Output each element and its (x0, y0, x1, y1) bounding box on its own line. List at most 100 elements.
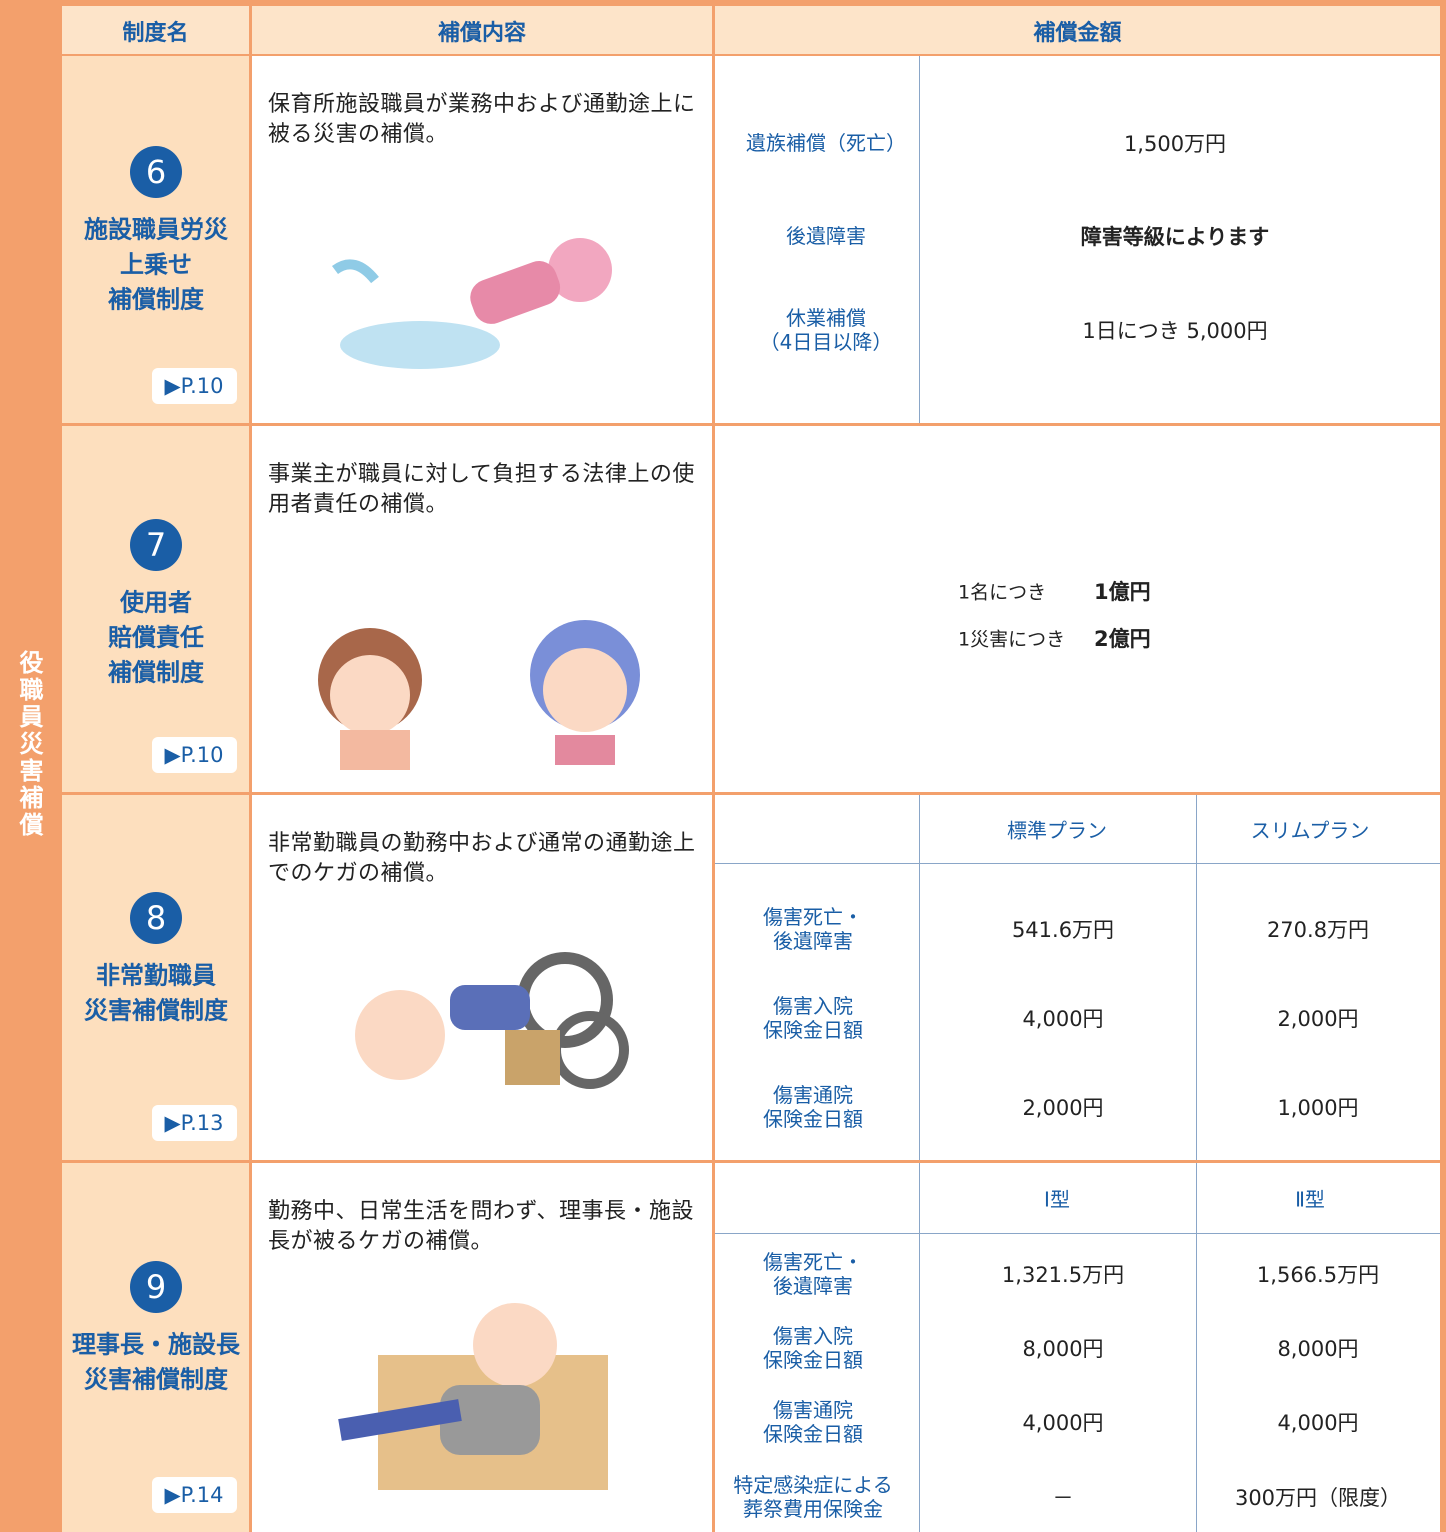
amount-value: 300万円（限度） (1234, 1486, 1402, 1510)
page-badge (152, 368, 237, 404)
amount-cell (715, 426, 1440, 792)
system-name: 理事長・施設長 (72, 1330, 240, 1359)
amount-label: 保険金日額 (763, 1107, 863, 1131)
amount-label: 1名につき (958, 581, 1047, 604)
header-text: 制度名 (122, 21, 189, 46)
amount-value: 1日につき 5,000円 (1082, 319, 1268, 343)
header-text: 補償金額 (1033, 21, 1122, 46)
amount-cell (715, 56, 1440, 423)
divider (919, 56, 920, 423)
plan-header: Ⅰ型 (1044, 1187, 1070, 1212)
amount-value: 1,000円 (1277, 1096, 1359, 1120)
description: 勤務中、日常生活を問わず、理事長・施設長が被るケガの補償。 (268, 1199, 694, 1254)
amount-value: 8,000円 (1022, 1337, 1104, 1361)
amount-label: 1災害につき (958, 628, 1066, 651)
page-badge (152, 1105, 237, 1141)
system-name: 賠償責任 (108, 623, 204, 652)
amount-value: － (1052, 1486, 1074, 1510)
side-label: 役職員災害補償 (15, 650, 43, 839)
divider (919, 1163, 920, 1532)
page-ref: ▶P.10 (164, 374, 224, 398)
page-badge (152, 737, 237, 773)
header-cell (252, 6, 712, 54)
amount-value: 1,566.5万円 (1256, 1263, 1380, 1287)
amount-value: 270.8万円 (1266, 918, 1370, 942)
amount-label: 遺族補償（死亡） (746, 131, 906, 155)
page-ref: ▶P.13 (164, 1111, 224, 1135)
name-cell (62, 795, 249, 1160)
description: 事業主が職員に対して負担する法律上の使用者責任の補償。 (268, 462, 695, 517)
page-badge (152, 1477, 237, 1513)
amount-label: 休業補償 (786, 306, 866, 330)
description: 非常勤職員の勤務中および通常の通勤途上でのケガの補償。 (268, 831, 696, 886)
system-name: 施設職員労災 (84, 215, 228, 244)
name-cell (62, 56, 249, 423)
amount-value: 2,000円 (1022, 1096, 1104, 1120)
amount-label: 傷害死亡・ (763, 1250, 863, 1274)
name-cell (62, 1163, 249, 1532)
number-circle (130, 1261, 182, 1313)
system-name: 災害補償制度 (84, 1365, 228, 1394)
number-circle (130, 519, 182, 571)
divider (1196, 795, 1197, 1160)
divider (715, 1233, 1440, 1234)
page-ref: ▶P.10 (164, 743, 224, 767)
plan-header: Ⅱ型 (1295, 1187, 1325, 1212)
amount-value: 1,321.5万円 (1001, 1263, 1125, 1287)
amount-label: 保険金日額 (763, 1018, 863, 1042)
amount-label: 傷害入院 (773, 1324, 853, 1348)
number: 8 (145, 899, 167, 937)
amount-label: 特定感染症による (733, 1473, 893, 1497)
amount-label: 後遺障害 (773, 929, 853, 953)
number: 9 (145, 1268, 167, 1306)
system-name: 非常勤職員 (96, 961, 216, 990)
system-name: 災害補償制度 (84, 996, 228, 1025)
description-cell (252, 795, 712, 1160)
number-circle (130, 146, 182, 198)
amount-label: 後遺障害 (786, 224, 866, 248)
amount-value: 541.6万円 (1011, 918, 1115, 942)
amount-cell (715, 1163, 1440, 1532)
system-name: 補償制度 (108, 658, 204, 687)
amount-cell (715, 795, 1440, 1160)
plan-header: 標準プラン (1007, 818, 1107, 843)
amount-value: 2億円 (1094, 627, 1151, 651)
divider (919, 795, 920, 1160)
number: 6 (145, 153, 167, 191)
header-text: 補償内容 (437, 21, 527, 46)
plan-header: スリムプラン (1250, 818, 1370, 843)
amount-value: 8,000円 (1277, 1337, 1359, 1361)
header-cell (62, 6, 249, 54)
amount-label: 傷害死亡・ (763, 905, 863, 929)
description-cell (252, 56, 712, 423)
divider (715, 863, 1440, 864)
amount-label: 傷害通院 (773, 1083, 853, 1107)
header-cell (715, 6, 1440, 54)
name-cell (62, 426, 249, 792)
page-ref: ▶P.14 (164, 1483, 224, 1507)
amount-value: 障害等級によります (1080, 225, 1270, 249)
amount-value: 4,000円 (1022, 1007, 1104, 1031)
amount-value: 1,500万円 (1123, 132, 1227, 156)
amount-label: （4日目以降） (759, 330, 893, 354)
amount-value: 1億円 (1094, 580, 1151, 604)
amount-label: 傷害通院 (773, 1398, 853, 1422)
system-name: 使用者 (120, 588, 192, 617)
divider (1196, 1163, 1197, 1532)
amount-label: 葬祭費用保険金 (743, 1497, 883, 1521)
amount-label: 保険金日額 (763, 1348, 863, 1372)
amount-value: 4,000円 (1277, 1411, 1359, 1435)
system-name: 補償制度 (108, 285, 204, 314)
amount-value: 2,000円 (1277, 1007, 1359, 1031)
amount-label: 後遺障害 (773, 1274, 853, 1298)
number-circle (130, 892, 182, 944)
amount-label: 保険金日額 (763, 1422, 863, 1446)
description: 保育所施設職員が業務中および通勤途上に被る災害の補償。 (268, 92, 696, 147)
amount-label: 傷害入院 (773, 994, 853, 1018)
number: 7 (145, 526, 167, 564)
amount-value: 4,000円 (1022, 1411, 1104, 1435)
